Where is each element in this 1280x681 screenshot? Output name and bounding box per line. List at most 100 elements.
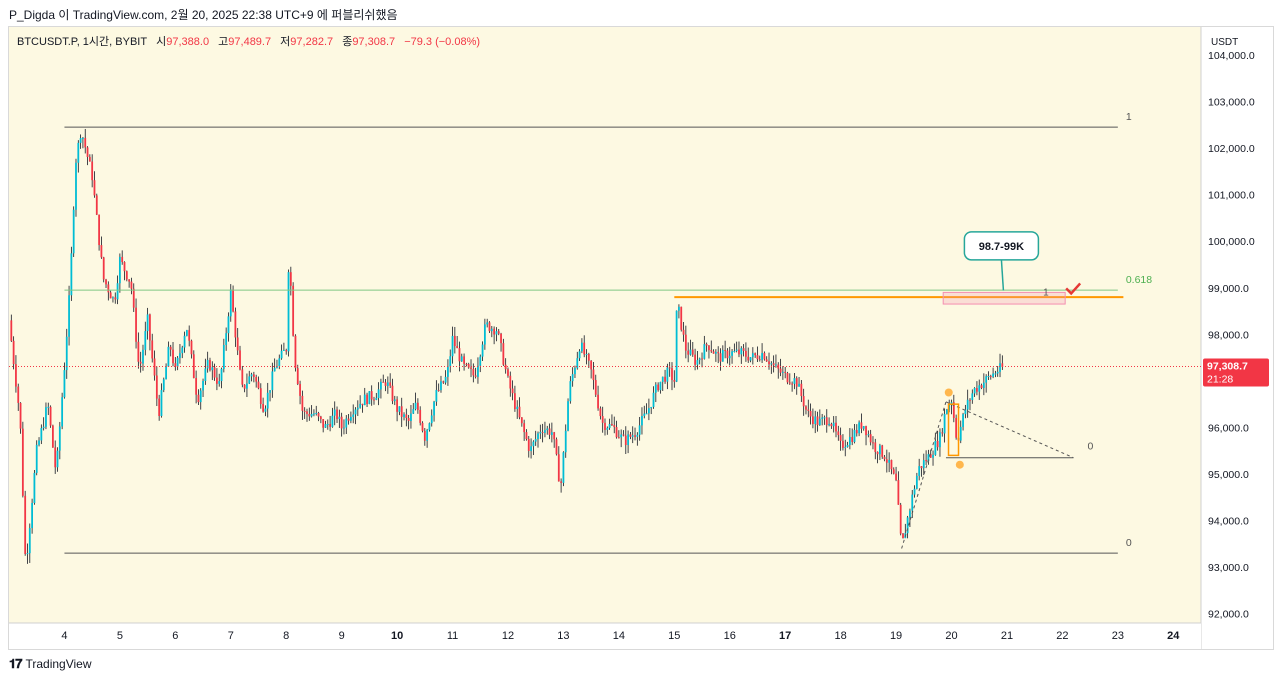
candle-up: [229, 289, 232, 317]
candle-down: [601, 416, 604, 423]
candle-up: [377, 389, 380, 399]
tradingview-logo[interactable]: 𝟏𝟕 TradingView: [9, 656, 92, 672]
legend-low-label: 저: [280, 36, 291, 48]
candle-up: [266, 392, 269, 409]
candle-down: [805, 406, 807, 410]
candle-up: [751, 353, 754, 358]
candle-up: [278, 358, 281, 367]
candle-down: [340, 416, 343, 429]
candle-down: [88, 156, 91, 162]
candle-up: [246, 383, 248, 389]
price-tick-label: 93,000.0: [1208, 562, 1249, 574]
candle-down: [17, 386, 20, 403]
candle-up: [206, 359, 209, 369]
candle-up: [576, 358, 579, 369]
candle-down: [458, 348, 461, 362]
candle-down: [786, 373, 789, 383]
candle-up: [428, 423, 431, 430]
candle-down: [738, 349, 740, 355]
candle-up: [932, 454, 934, 458]
candle-up: [495, 331, 498, 335]
candle-down: [370, 391, 373, 400]
candle-down: [437, 389, 440, 391]
candle-up: [410, 413, 412, 422]
candle-up: [530, 446, 532, 452]
candle-down: [243, 384, 246, 389]
candle-up: [858, 422, 861, 434]
candle-up: [142, 349, 144, 364]
candle-up: [185, 330, 188, 336]
candle-down: [779, 368, 782, 373]
candle-down: [400, 406, 403, 417]
candle-up: [675, 310, 678, 382]
candle-up: [606, 427, 609, 430]
candle-down: [742, 348, 745, 351]
candle-up: [160, 390, 163, 416]
candle-down: [511, 388, 514, 394]
candle-down: [955, 417, 958, 438]
candle-down: [470, 367, 472, 369]
time-axis-bg: [9, 623, 1201, 649]
candle-up: [386, 382, 389, 386]
candle-up: [310, 413, 313, 417]
candle-down: [705, 344, 708, 346]
candle-down: [95, 195, 98, 215]
candle-up: [176, 357, 179, 367]
candle-down: [795, 378, 798, 387]
candle-down: [241, 369, 244, 385]
price-chart[interactable]: USDT 104,000.0 103,000.0 102,000.0 101,000.0…: [9, 27, 1273, 649]
candle-up: [460, 356, 463, 362]
candle-down: [158, 398, 161, 416]
candle-up: [47, 406, 50, 408]
candle-up: [324, 424, 327, 428]
candle-up: [118, 256, 121, 284]
candle-up: [631, 435, 634, 437]
time-tick-label: 13: [557, 630, 569, 642]
candle-up: [546, 428, 549, 431]
candle-up: [550, 432, 553, 435]
candle-down: [19, 402, 22, 429]
candle-down: [497, 331, 500, 334]
candle-up: [363, 394, 366, 406]
candle-up: [678, 306, 680, 311]
candle-up: [271, 371, 274, 391]
candle-up: [964, 409, 967, 415]
candle-up: [380, 381, 382, 390]
candle-up: [848, 436, 851, 445]
chart-frame[interactable]: USDT 104,000.0 103,000.0 102,000.0 101,000.0…: [8, 26, 1274, 650]
candle-down: [747, 356, 750, 361]
candle-down: [188, 330, 191, 341]
candle-up: [483, 324, 486, 345]
candle-down: [259, 388, 262, 404]
candle-down: [710, 350, 713, 352]
candle-down: [673, 379, 676, 382]
candle-up: [282, 349, 285, 351]
candle-up: [823, 417, 826, 419]
candle-up: [356, 407, 359, 410]
candle-down: [502, 343, 505, 365]
candle-up: [564, 430, 567, 453]
candle-up: [544, 430, 546, 433]
candle-up: [832, 422, 835, 427]
candle-up: [798, 383, 800, 387]
candle-up: [911, 494, 914, 511]
currency-label[interactable]: USDT: [1211, 37, 1238, 48]
candle-down: [93, 180, 96, 196]
candle-down: [590, 360, 593, 370]
candle-down: [49, 406, 52, 426]
candle-down: [329, 423, 332, 427]
candle-up: [888, 459, 891, 463]
candle-down: [657, 384, 660, 391]
candle-up: [943, 413, 946, 434]
candle-down: [668, 367, 671, 369]
candle-down: [634, 435, 636, 437]
candle-down: [865, 426, 867, 436]
candle-up: [45, 407, 47, 427]
candle-down: [902, 533, 904, 539]
legend-symbol[interactable]: BTCUSDT.P, 1시간, BYBIT: [17, 36, 148, 48]
small-fib-label: 0: [1087, 441, 1093, 453]
candle-up: [959, 426, 962, 441]
candle-down: [756, 355, 759, 360]
candle-up: [537, 433, 539, 440]
time-tick-label: 9: [339, 630, 345, 642]
